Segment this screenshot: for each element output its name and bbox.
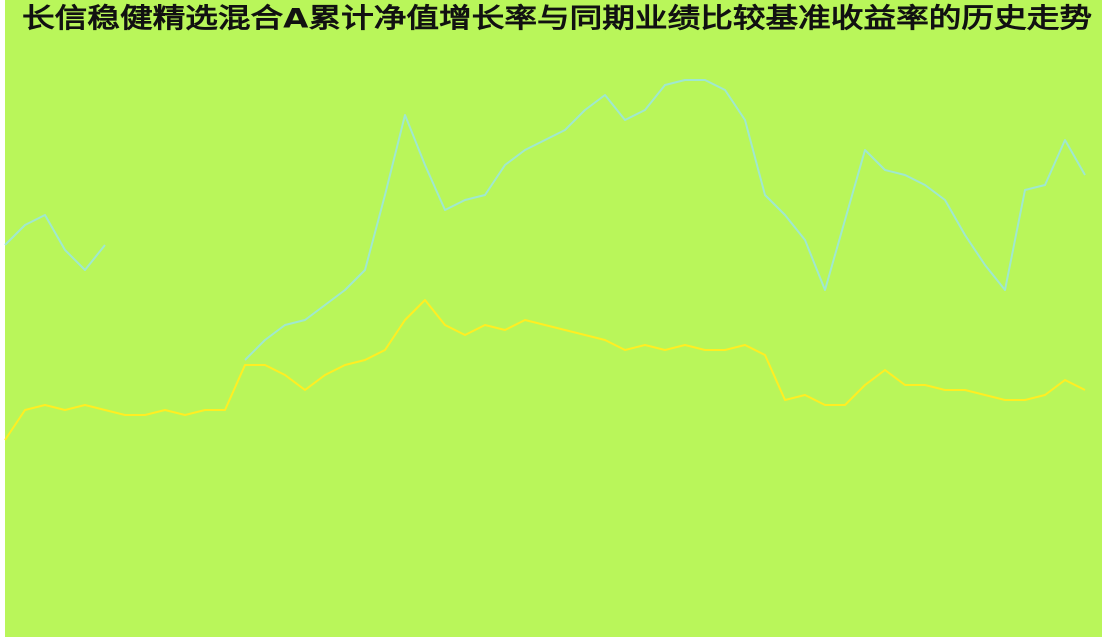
series-line — [4, 299, 1086, 441]
plot-background — [5, 0, 1102, 637]
chart-title: 长信稳健精选混合A累计净值增长率与同期业绩比较基准收益率的历史走势 — [22, 3, 1092, 35]
series-line — [4, 79, 1086, 361]
